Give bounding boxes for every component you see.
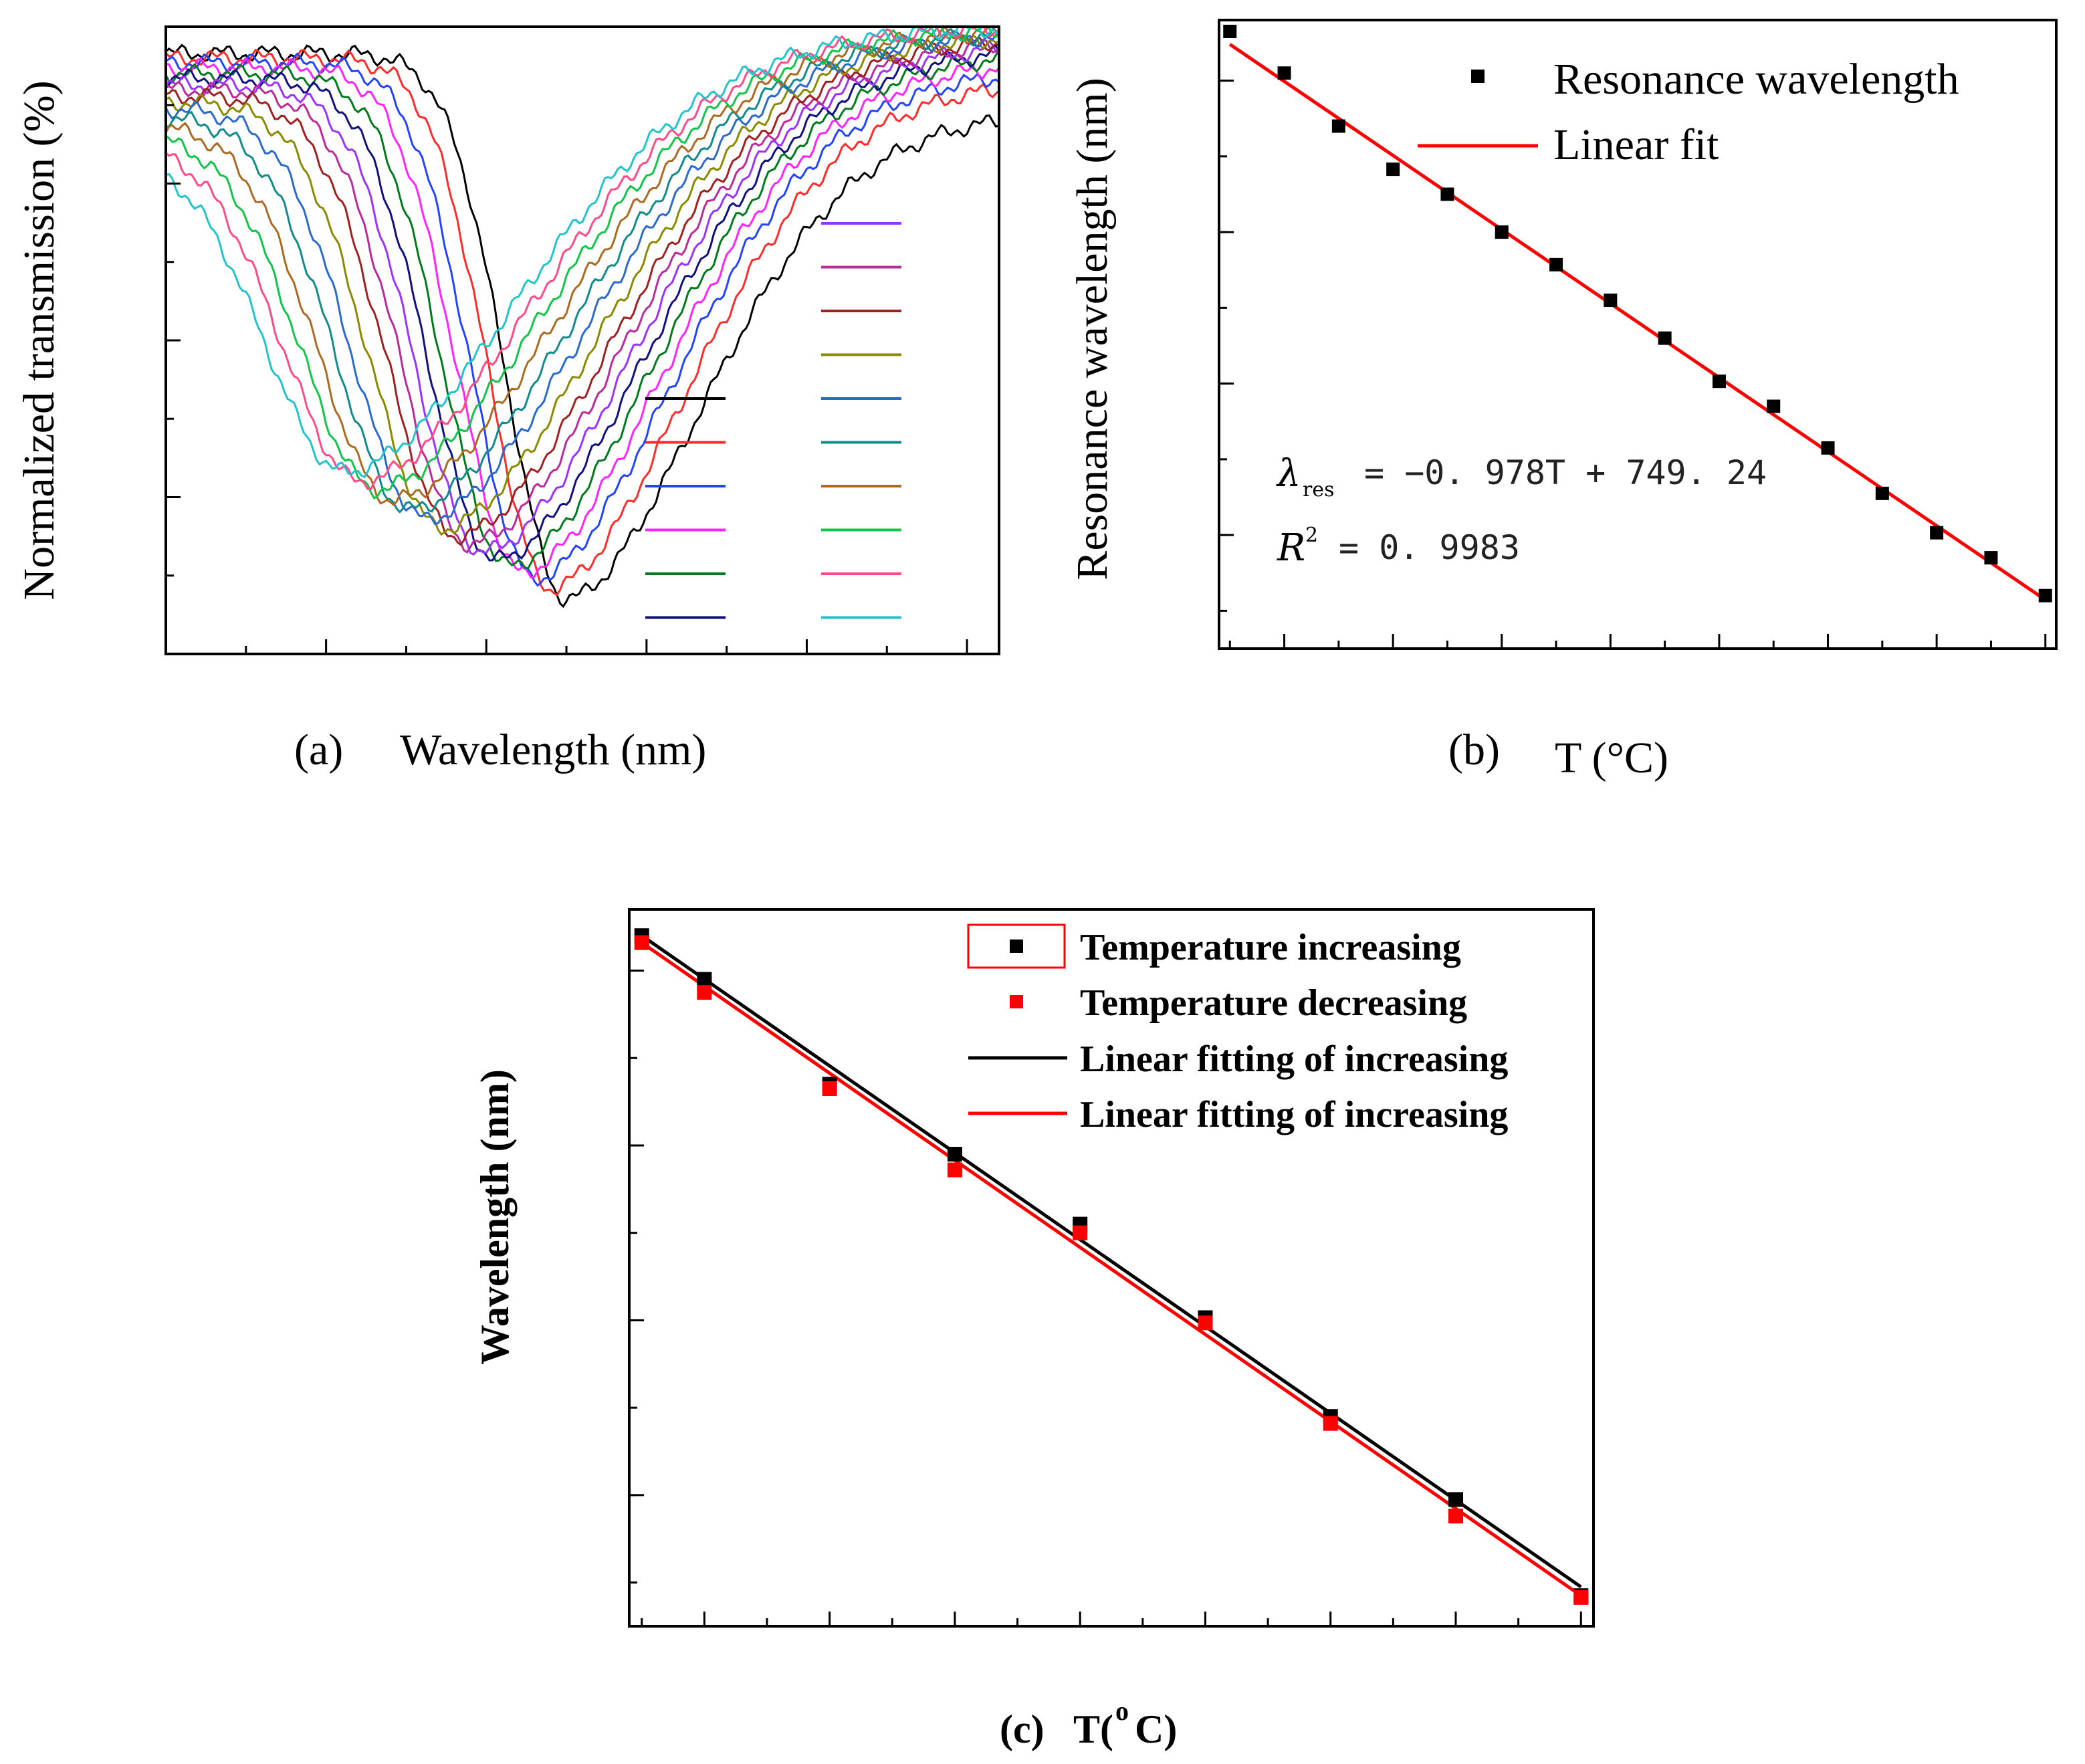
resonance-point [1712, 374, 1726, 389]
transmission-curve-25C [166, 43, 999, 609]
resonance-point [1875, 486, 1889, 500]
resonance-point [1277, 66, 1291, 80]
decreasing-point [634, 935, 649, 950]
legend-marker-decreasing [1010, 995, 1023, 1008]
transmission-curve-50C [166, 45, 999, 562]
decreasing-point [1323, 1416, 1338, 1431]
panel-c-frame [628, 908, 1595, 1628]
transmission-curve-35C [166, 52, 999, 587]
increasing-point [1448, 1492, 1463, 1507]
resonance-point [1767, 399, 1781, 413]
increasing-point [947, 1147, 962, 1162]
r2-symbol: R [1277, 526, 1305, 570]
legend-marker-increasing [1010, 940, 1023, 953]
panel-c-plot-area [634, 928, 1589, 1605]
panel-c-xlabel-prefix: T( [1073, 1707, 1113, 1751]
equation-rhs: = −0. 978T + 749. 24 [1364, 453, 1767, 492]
legend-label-linear-fit: Linear fit [1553, 120, 1719, 169]
panel-b-xlabel: T (°C) [1555, 734, 1668, 782]
fit-line-increasing [641, 934, 1582, 1589]
panel-c-legend: Temperature increasing Temperature decre… [967, 923, 1508, 1135]
panel-a-plot-area [166, 27, 999, 609]
resonance-point [1331, 119, 1345, 133]
panel-a-legend [645, 222, 901, 619]
panel-b-ylabel: Resonance wavelength (nm) [1068, 78, 1117, 580]
panel-b: Resonance wavelength Linear fit λ res = … [1068, 19, 2058, 782]
panel-b-legend: Resonance wavelength Linear fit [1418, 55, 1959, 169]
panel-c-ylabel: Wavelength (nm) [473, 1069, 517, 1365]
r2-rhs: = 0. 9983 [1339, 528, 1520, 567]
decreasing-point [1573, 1589, 1589, 1605]
legend-label-fit-1: Linear fitting of increasing [1080, 1038, 1508, 1080]
resonance-point [1984, 551, 1998, 565]
increasing-point [697, 972, 712, 987]
transmission-curve-85C [166, 27, 999, 506]
panel-a: (a) Wavelength (nm) Normalized transmiss… [15, 25, 1000, 774]
resonance-point [1495, 225, 1509, 239]
panel-a-label: (a) [294, 726, 343, 774]
decreasing-point [1198, 1315, 1213, 1331]
transmission-curve-30C [166, 48, 999, 596]
transmission-curve-70C [166, 32, 999, 536]
panel-b-plot-area [1223, 24, 2052, 602]
resonance-point [1604, 294, 1618, 308]
panel-c-xlabel-suffix: C) [1135, 1707, 1177, 1751]
panel-a-frame [164, 25, 1000, 655]
legend-marker-resonance [1471, 70, 1485, 83]
transmission-curve-40C [166, 56, 999, 579]
legend-frame-increasing [967, 923, 1066, 969]
decreasing-point [822, 1081, 837, 1096]
transmission-curve-45C [166, 49, 999, 570]
panel-c-label: (c) [1000, 1707, 1045, 1751]
panel-a-ticks [164, 25, 968, 655]
resonance-point [2038, 588, 2052, 602]
decreasing-point [1073, 1225, 1088, 1240]
panel-c: Temperature increasing Temperature decre… [473, 908, 1595, 1751]
resonance-point [1821, 441, 1835, 455]
transmission-curve-95C [166, 27, 999, 490]
linear-fit-line [1228, 43, 2047, 602]
panel-b-equation: λ res = −0. 978T + 749. 24 R 2 = 0. 9983 [1276, 452, 1767, 570]
legend-label-increasing: Temperature increasing [1080, 927, 1461, 968]
decreasing-point [947, 1162, 962, 1178]
decreasing-point [1448, 1509, 1463, 1524]
resonance-point [1549, 257, 1563, 271]
r2-power: 2 [1305, 524, 1318, 547]
resonance-point [1440, 187, 1454, 201]
panel-a-ylabel: Normalized transmission (%) [15, 80, 64, 600]
transmission-curve-60C [166, 38, 999, 554]
decreasing-point [697, 985, 712, 1000]
panel-c-xlabel-super: o [1115, 1696, 1129, 1726]
transmission-curve-55C [166, 39, 999, 556]
legend-label-decreasing: Temperature decreasing [1080, 982, 1467, 1024]
transmission-curve-75C [166, 28, 999, 526]
panel-b-frame [1218, 19, 2058, 650]
panel-c-ticks [629, 970, 1582, 1626]
resonance-point [1386, 162, 1400, 177]
resonance-point [1658, 331, 1672, 345]
panel-a-curves [166, 27, 999, 609]
resonance-point [1223, 24, 1237, 38]
panel-a-xlabel: Wavelength (nm) [400, 726, 706, 774]
equation-lambda: λ [1276, 452, 1301, 495]
transmission-curve-65C [166, 36, 999, 546]
transmission-curve-100C [166, 27, 999, 479]
legend-label-resonance: Resonance wavelength [1553, 55, 1959, 104]
legend-label-fit-2: Linear fitting of increasing [1080, 1094, 1508, 1135]
panel-b-label: (b) [1448, 726, 1500, 774]
panel-b-ticks [1219, 80, 2047, 649]
resonance-point [1930, 526, 1944, 540]
equation-subscript: res [1303, 478, 1335, 502]
fit-line-decreasing [641, 941, 1582, 1597]
